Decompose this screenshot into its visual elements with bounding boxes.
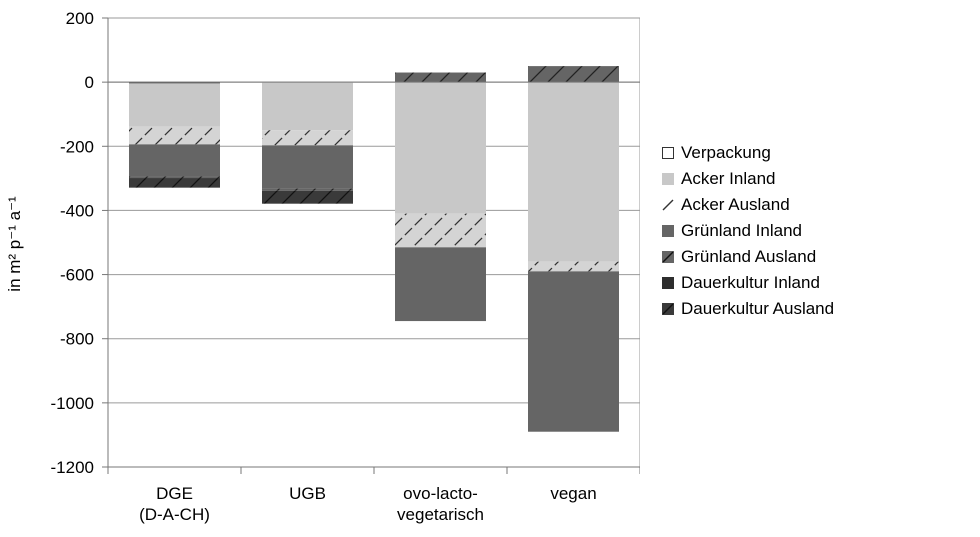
bar-segment: [129, 144, 220, 177]
legend: Verpackung Acker Inland Acker Ausland Grünl…: [662, 140, 834, 322]
category-labels: DGE (D-A-CH) UGB ovo-lacto-vegetarisch vegan: [139, 484, 597, 524]
bar-segment: [395, 247, 486, 322]
bar-segment: [129, 178, 220, 188]
tick-labels: 200 0 -200 -400 -600 -800 -1000 -1200: [51, 9, 94, 477]
x-category-label: UGB: [289, 484, 326, 503]
legend-item: Dauerkultur Ausland: [662, 296, 834, 322]
y-tick-label: 0: [85, 73, 94, 92]
bar-segment: [262, 188, 353, 191]
legend-label: Grünland Ausland: [681, 247, 817, 266]
bar-segment: [395, 72, 486, 83]
bar-segment: [528, 271, 619, 432]
bar-segment: [129, 82, 220, 84]
bar-segment: [129, 176, 220, 179]
x-category-label: vegan: [550, 484, 596, 503]
legend-item: Verpackung: [662, 140, 834, 166]
bar-segment: [528, 82, 619, 262]
y-axis-label: in m² p⁻¹ a⁻¹: [5, 196, 24, 292]
legend-item: Dauerkultur Inland: [662, 270, 834, 296]
legend-label: Dauerkultur Inland: [681, 273, 820, 292]
y-tick-label: -1000: [51, 394, 94, 413]
legend-swatch: [662, 225, 674, 237]
legend-label: Acker Ausland: [681, 195, 790, 214]
y-tick-label: 200: [66, 9, 94, 28]
legend-swatch: [662, 147, 674, 159]
bar-segment: [262, 82, 353, 131]
x-category-label: ovo-lacto-vegetarisch: [397, 484, 484, 524]
bar-segment: [262, 145, 353, 189]
legend-label: Verpackung: [681, 143, 771, 162]
axes: [102, 17, 640, 474]
y-tick-label: -1200: [51, 458, 94, 477]
bar-segment: [528, 261, 619, 272]
legend-label: Grünland Inland: [681, 221, 802, 240]
bar-segment: [528, 66, 619, 83]
legend-swatch: [662, 173, 674, 185]
bar-segment: [262, 190, 353, 204]
y-tick-label: -800: [60, 330, 94, 349]
legend-swatch: [662, 251, 674, 263]
bar-segment: [262, 130, 353, 146]
legend-item: Acker Inland: [662, 166, 834, 192]
legend-label: Acker Inland: [681, 169, 776, 188]
bar-segment: [129, 126, 220, 145]
legend-swatch: [662, 303, 674, 315]
legend-swatch: [662, 277, 674, 289]
x-category-label: DGE (D-A-CH): [139, 484, 210, 524]
legend-item: Grünland Inland: [662, 218, 834, 244]
bar-segment: [395, 82, 486, 214]
legend-item: Grünland Ausland: [662, 244, 834, 270]
bar-segment: [129, 83, 220, 127]
bars: [129, 66, 619, 432]
y-tick-label: -200: [60, 137, 94, 156]
y-tick-label: -400: [60, 201, 94, 220]
legend-swatch: [662, 199, 674, 211]
chart-area: 200 0 -200 -400 -600 -800 -1000 -1200 DGE (D-A-C…: [5, 9, 640, 524]
legend-label: Dauerkultur Ausland: [681, 299, 835, 318]
y-tick-label: -600: [60, 266, 94, 285]
legend-item: Acker Ausland: [662, 192, 834, 218]
bar-segment: [395, 213, 486, 248]
